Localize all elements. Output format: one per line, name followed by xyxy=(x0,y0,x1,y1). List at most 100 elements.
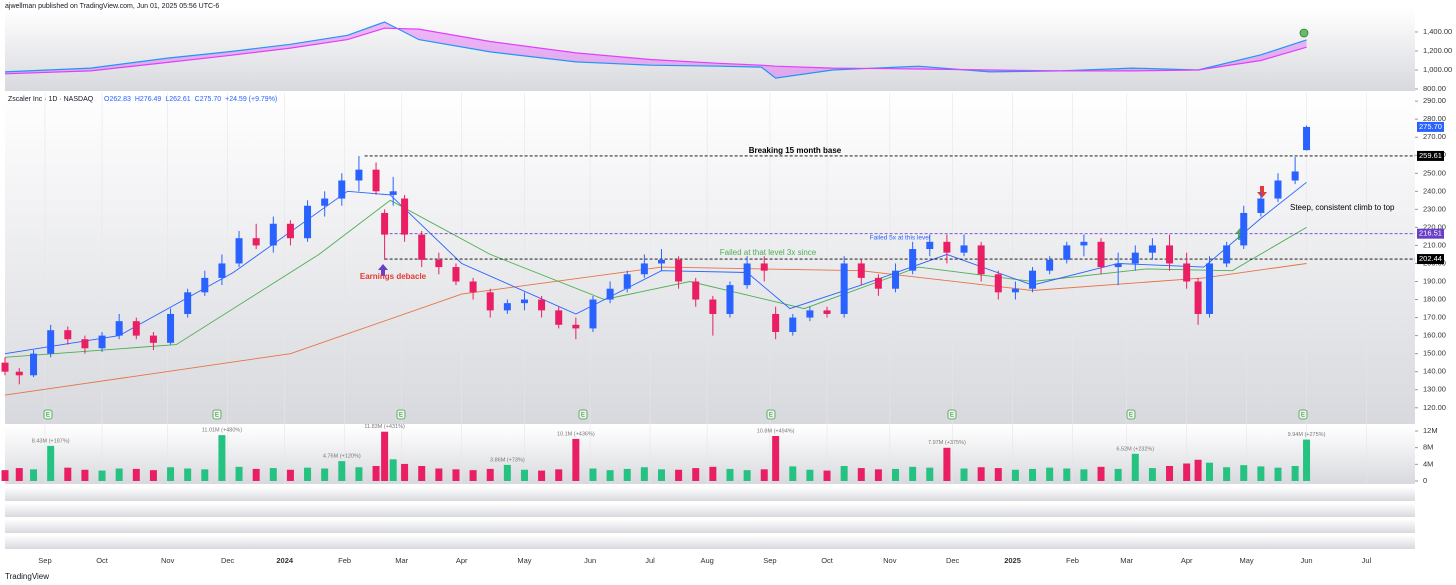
candle-body xyxy=(1029,270,1037,289)
x-tick-label: May xyxy=(517,556,531,565)
candle-body xyxy=(47,330,55,354)
candle-body xyxy=(772,313,780,333)
x-tick-label: Nov xyxy=(883,556,897,565)
y-tick-label: 180.00 xyxy=(1423,295,1446,304)
volume-bar xyxy=(977,467,985,481)
candle-body xyxy=(167,313,175,343)
volume-bar xyxy=(269,468,277,481)
y-tick-label: 190.00 xyxy=(1423,276,1446,285)
candle-body xyxy=(418,234,426,260)
volume-bar xyxy=(469,470,477,481)
y-tick-label: 130.00 xyxy=(1423,385,1446,394)
candle-body xyxy=(486,292,494,311)
ohlc-label: +24.59 (+9.79%) xyxy=(225,96,277,103)
candle-body xyxy=(372,169,380,192)
annotation: Earnings debacle xyxy=(360,272,427,281)
candle-body xyxy=(1114,263,1122,268)
candle-body xyxy=(132,321,140,336)
volume-bar xyxy=(1291,466,1299,481)
volume-bar xyxy=(606,470,614,481)
y-tick-label: 1,000.00 xyxy=(1423,65,1452,74)
last-price-badge xyxy=(1417,121,1444,132)
volume-bar xyxy=(640,467,648,481)
candle-body xyxy=(452,267,460,282)
candle-body xyxy=(874,277,882,289)
earnings-icon xyxy=(212,409,222,420)
volume-bar xyxy=(538,470,546,481)
candle-body xyxy=(760,263,768,271)
volume-bar xyxy=(1029,468,1037,481)
candle-body xyxy=(640,263,648,275)
candle-body xyxy=(1097,241,1105,268)
volume-bar xyxy=(1223,467,1231,481)
earnings-icon-label: E xyxy=(1129,413,1133,419)
volume-bar xyxy=(1303,439,1311,481)
candle-body xyxy=(892,270,900,289)
volume-bar xyxy=(806,469,814,481)
y-tick-label: 1,200.00 xyxy=(1423,46,1452,55)
volume-bar xyxy=(892,468,900,481)
candle-body xyxy=(115,321,123,336)
annotation: Failed at that level 3x since xyxy=(720,248,817,257)
volume-bar xyxy=(1131,453,1139,481)
earnings-icon-label: E xyxy=(215,413,219,419)
y-tick-label: 800.00 xyxy=(1423,84,1446,93)
x-tick-label: Oct xyxy=(96,556,109,565)
y-tick-label: 1,400.00 xyxy=(1423,27,1452,36)
indicator-line xyxy=(4,27,1307,75)
candle-body xyxy=(1303,126,1311,151)
candle-body xyxy=(98,335,106,349)
earnings-icon-label: E xyxy=(399,413,403,419)
volume-bar xyxy=(184,468,192,481)
candle-body xyxy=(1,362,9,372)
candle-body xyxy=(806,310,814,318)
candle-body xyxy=(943,241,951,253)
x-tick-label: Oct xyxy=(821,556,834,565)
candle-body xyxy=(857,263,865,278)
x-tick-label: May xyxy=(1240,556,1254,565)
x-tick-label: Sep xyxy=(763,556,776,565)
x-tick-label: Jun xyxy=(584,556,596,565)
signal-dot xyxy=(1299,28,1309,38)
volume-label: 6.52M (+232%) xyxy=(1116,446,1154,452)
earnings-icon xyxy=(766,409,776,420)
y-tick-label: 220.00 xyxy=(1423,222,1446,231)
candle-body xyxy=(692,281,700,300)
volume-bar xyxy=(874,469,882,481)
sell-arrow xyxy=(1257,186,1267,198)
volume-bar xyxy=(994,468,1002,481)
candle-body xyxy=(252,238,260,246)
volume-bar xyxy=(1205,462,1213,481)
x-tick-label: Mar xyxy=(395,556,408,565)
volume-bar xyxy=(1097,466,1105,481)
volume-bar xyxy=(823,470,831,481)
volume-label: 11.01M (+480%) xyxy=(202,428,243,434)
candle-body xyxy=(675,259,683,282)
volume-bar xyxy=(401,463,409,481)
ohlc-label: L262.61 xyxy=(165,96,190,103)
earnings-arrow xyxy=(378,264,388,276)
candle-body xyxy=(520,299,528,304)
candle-body xyxy=(235,238,243,264)
volume-bar xyxy=(486,468,494,481)
candle-body xyxy=(149,335,157,343)
volume-bar xyxy=(201,469,209,481)
ohlc-label: O262.83 xyxy=(104,96,131,103)
candle-body xyxy=(709,299,717,314)
y-tick-label: 290.00 xyxy=(1423,96,1446,105)
volume-bar xyxy=(321,468,329,481)
publisher: ajwellman published on TradingView.com, … xyxy=(5,3,219,10)
candle-body xyxy=(1011,288,1019,293)
empty-panel xyxy=(5,503,1415,517)
volume-bar xyxy=(167,467,175,481)
volume-label: 11.83M (+431%) xyxy=(364,424,405,430)
volume-label: 7.97M (+375%) xyxy=(928,440,966,446)
candle-body xyxy=(960,245,968,253)
volume-bar xyxy=(435,468,443,481)
earnings-icon xyxy=(396,409,406,420)
candle-body xyxy=(435,259,443,268)
candle-body xyxy=(555,310,563,325)
candle-body xyxy=(1131,252,1139,264)
empty-panel xyxy=(5,487,1415,501)
volume-bar xyxy=(381,431,389,481)
